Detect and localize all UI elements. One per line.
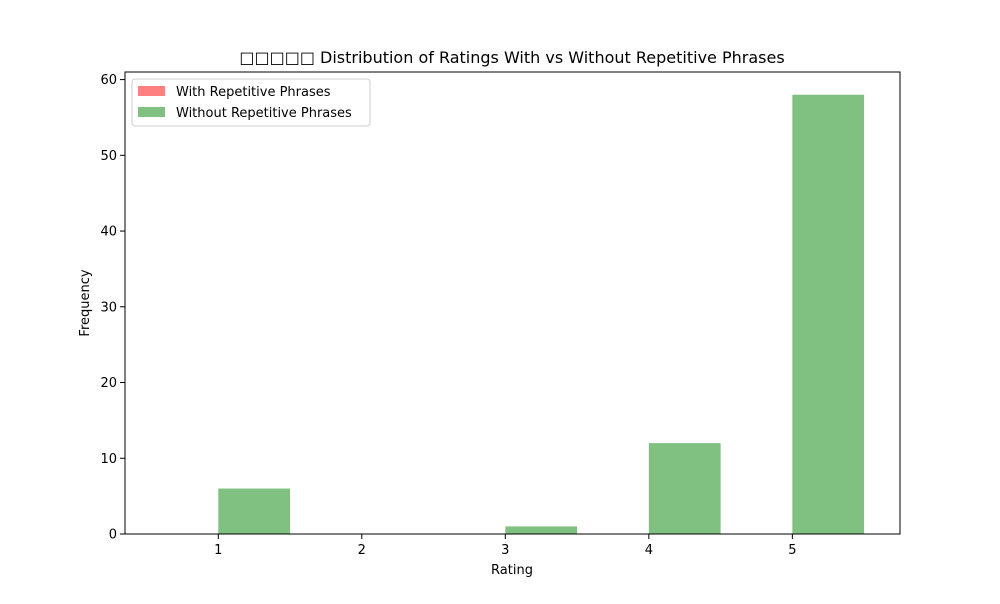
legend: With Repetitive Phrases Without Repetitiv…	[131, 78, 371, 127]
y-tick-label: 30	[100, 300, 117, 315]
plot-frame	[124, 71, 901, 535]
y-tick-label: 0	[109, 528, 117, 543]
x-tick-label: 5	[788, 543, 796, 558]
x-tick-label: 2	[358, 543, 366, 558]
legend-box	[131, 78, 371, 127]
bar-series-1-3	[792, 94, 865, 534]
legend-swatch-0	[138, 86, 165, 96]
bars-layer	[218, 94, 865, 534]
bar-series-1-1	[505, 526, 578, 534]
x-axis-label: Rating	[491, 563, 533, 578]
legend-label-0: With Repetitive Phrases	[176, 85, 331, 100]
y-axis: 0 10 20 30 40 50 60	[100, 73, 125, 543]
bar-series-1-2	[648, 443, 721, 534]
chart-title: □□□□□ Distribution of Ratings With vs Wi…	[239, 48, 784, 67]
y-axis-label: Frequency	[78, 269, 93, 336]
legend-swatch-1	[138, 107, 165, 117]
x-tick-label: 3	[501, 543, 509, 558]
legend-label-1: Without Repetitive Phrases	[176, 106, 352, 121]
x-tick-label: 4	[645, 543, 653, 558]
y-tick-label: 20	[100, 376, 117, 391]
y-tick-label: 50	[100, 149, 117, 164]
y-tick-label: 40	[100, 225, 117, 240]
y-tick-label: 10	[100, 452, 117, 467]
y-tick-label: 60	[100, 73, 117, 88]
x-tick-label: 1	[214, 543, 222, 558]
x-axis: 1 2 3 4 5	[214, 534, 797, 558]
bar-series-1-0	[218, 488, 291, 534]
